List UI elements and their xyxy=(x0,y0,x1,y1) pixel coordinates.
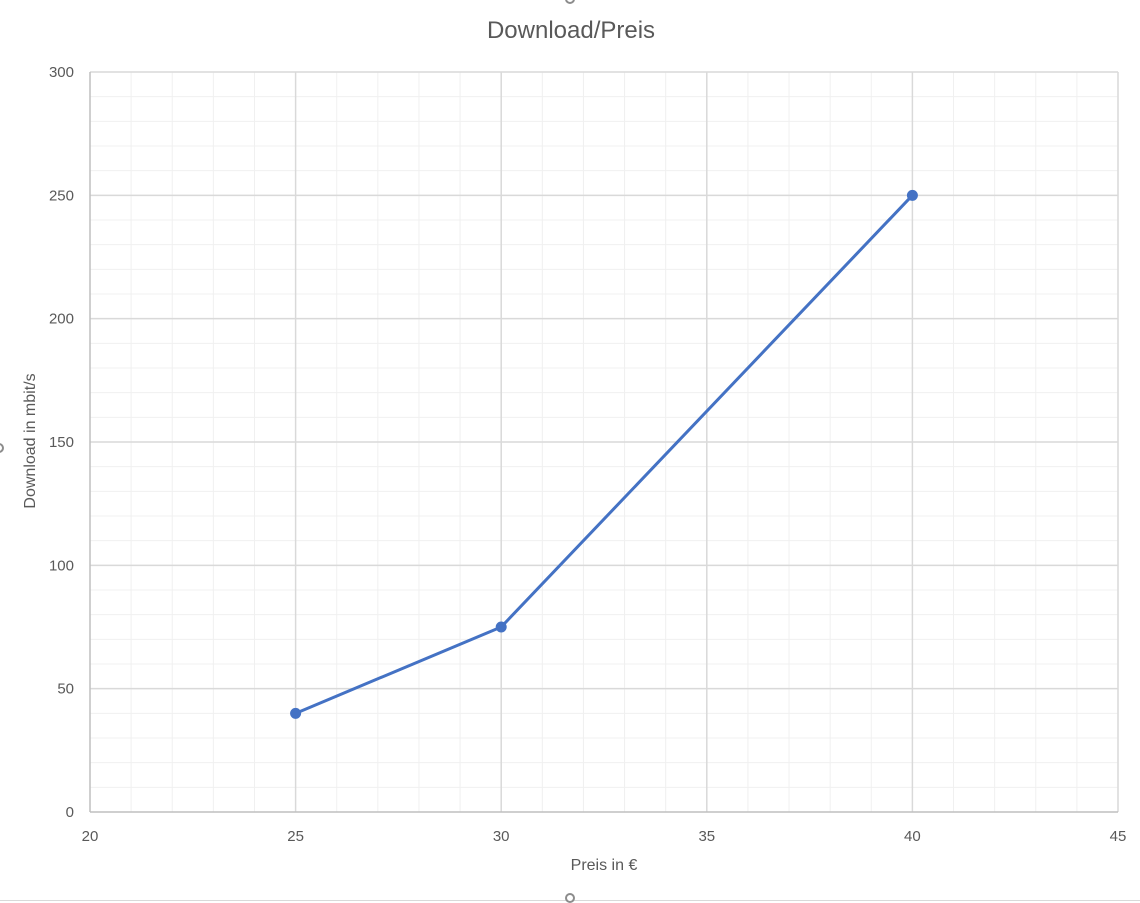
series-line xyxy=(295,194,914,715)
y-tick-label: 50 xyxy=(57,681,74,698)
major-grid xyxy=(90,71,1119,812)
y-tick-label: 150 xyxy=(49,434,74,451)
x-tick-labels: 20 25 30 35 40 45 xyxy=(82,828,1127,845)
series-points xyxy=(290,189,918,719)
x-tick-label: 35 xyxy=(698,828,715,845)
resize-handle-top[interactable] xyxy=(565,0,575,4)
chart-title: Download/Preis xyxy=(487,17,655,44)
data-point xyxy=(290,707,302,719)
resize-handle-left[interactable] xyxy=(0,443,4,453)
x-tick-label: 30 xyxy=(493,828,510,845)
x-tick-label: 45 xyxy=(1110,828,1127,845)
x-tick-label: 40 xyxy=(904,828,921,845)
x-tick-label: 25 xyxy=(287,828,304,845)
data-point xyxy=(495,621,507,633)
y-tick-label: 0 xyxy=(66,804,74,821)
y-tick-label: 200 xyxy=(49,311,74,328)
y-tick-label: 250 xyxy=(49,187,74,204)
y-tick-label: 100 xyxy=(49,557,74,574)
y-axis-title: Download in mbit/s xyxy=(22,373,39,508)
data-point xyxy=(906,189,918,201)
axes xyxy=(89,72,1118,813)
y-tick-label: 300 xyxy=(49,64,74,81)
y-tick-labels: 0 50 100 150 200 250 300 xyxy=(49,64,74,821)
x-tick-label: 20 xyxy=(82,828,99,845)
series-lines xyxy=(295,194,914,715)
x-axis-title: Preis in € xyxy=(571,857,638,874)
